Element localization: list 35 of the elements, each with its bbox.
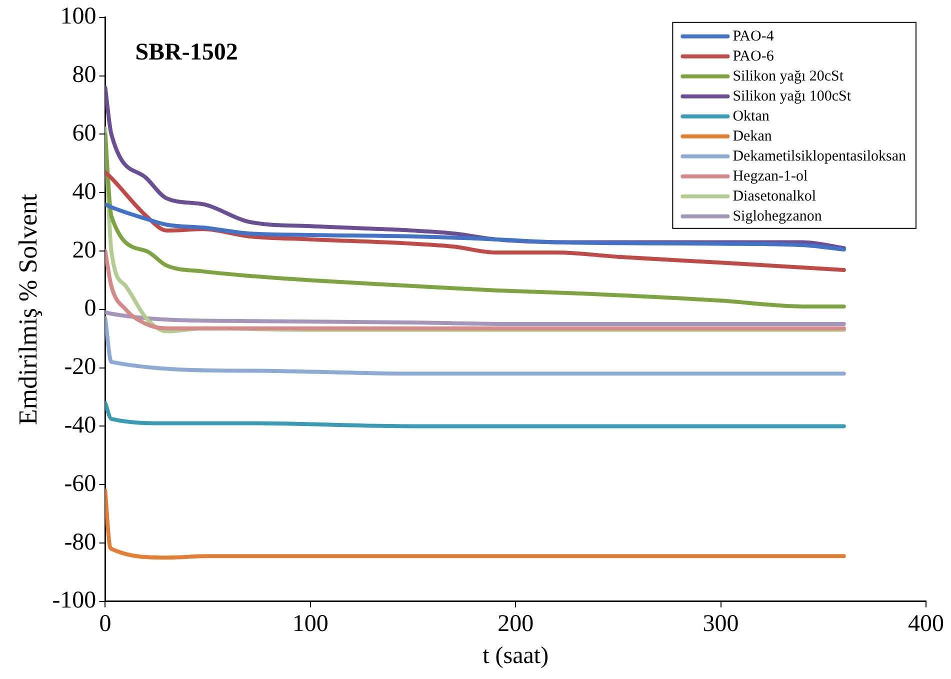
y-tick-label: 0 bbox=[84, 296, 96, 322]
legend-label: Silikon yağı 20cSt bbox=[732, 68, 844, 84]
text: SBR-1502 bbox=[135, 40, 238, 66]
y-tick-label: 100 bbox=[60, 4, 96, 30]
legend-label: PAO-4 bbox=[732, 28, 774, 44]
legend-label: Hegzan-1-ol bbox=[732, 168, 808, 184]
legend-label: Silikon yağı 100cSt bbox=[732, 88, 852, 104]
y-axis-title: Emdirilmiş % Solvent bbox=[13, 193, 42, 425]
legend-label: Dekametilsiklopentasiloksan bbox=[732, 148, 906, 164]
y-tick-label: 40 bbox=[72, 178, 96, 205]
x-tick-label: 200 bbox=[498, 611, 534, 638]
legend-label: Dekan bbox=[732, 128, 772, 144]
y-tick-label: -100 bbox=[52, 588, 96, 614]
legend-label: PAO-6 bbox=[732, 48, 774, 64]
legend-label: Diasetonalkol bbox=[732, 188, 816, 204]
x-tick-label: 300 bbox=[702, 611, 739, 638]
y-tick-label: -80 bbox=[64, 529, 96, 556]
y-tick-label: 20 bbox=[72, 237, 96, 264]
x-axis-title: t (saat) bbox=[482, 642, 549, 669]
line-series bbox=[105, 202, 846, 252]
y-tick-label: 80 bbox=[72, 62, 96, 88]
x-tick-label: 100 bbox=[292, 611, 328, 638]
legend-label: Oktan bbox=[732, 108, 770, 124]
y-tick-label: 60 bbox=[72, 120, 96, 146]
line-series bbox=[105, 488, 846, 560]
y-tick-label: -20 bbox=[64, 354, 96, 380]
line-series bbox=[105, 316, 846, 376]
y-tick-label: -40 bbox=[64, 412, 96, 438]
x-tick-label: 400 bbox=[908, 611, 944, 638]
legend-label: Siglohegzanon bbox=[732, 208, 822, 224]
line-series bbox=[105, 400, 846, 428]
line-series bbox=[105, 310, 846, 326]
y-tick-label: -60 bbox=[64, 470, 96, 497]
line-series bbox=[105, 249, 846, 330]
line-series bbox=[105, 170, 846, 272]
